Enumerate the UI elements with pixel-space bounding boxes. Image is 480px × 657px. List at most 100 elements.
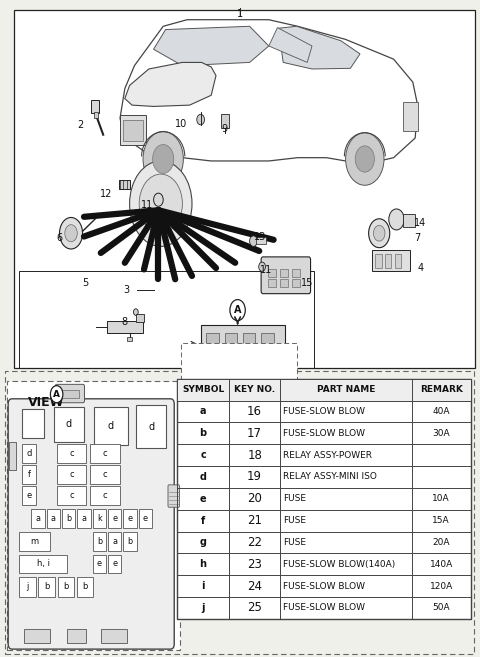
- Circle shape: [139, 174, 182, 233]
- Text: 7: 7: [414, 233, 420, 244]
- Text: 1: 1: [237, 9, 243, 20]
- Text: c: c: [103, 491, 108, 500]
- Text: 4: 4: [418, 263, 424, 273]
- Bar: [77, 509, 91, 528]
- Bar: [24, 629, 50, 643]
- Circle shape: [369, 219, 390, 248]
- Polygon shape: [154, 26, 269, 66]
- Text: d: d: [26, 449, 32, 458]
- Bar: [14, 10, 475, 368]
- Text: 16: 16: [247, 405, 262, 418]
- Text: A: A: [53, 390, 60, 399]
- Circle shape: [143, 131, 183, 187]
- Text: h, i: h, i: [36, 559, 50, 568]
- Polygon shape: [120, 20, 418, 164]
- Text: g: g: [200, 537, 206, 547]
- Text: e: e: [27, 491, 32, 500]
- Text: a: a: [112, 537, 117, 546]
- Text: 11: 11: [141, 200, 154, 210]
- Bar: [280, 279, 288, 287]
- Text: k: k: [97, 514, 102, 523]
- Text: d: d: [108, 420, 114, 431]
- Bar: [243, 348, 255, 359]
- Bar: [108, 532, 121, 551]
- Text: b: b: [97, 537, 102, 546]
- Text: REMARK: REMARK: [420, 385, 463, 394]
- Bar: [91, 100, 99, 113]
- Text: 13: 13: [254, 231, 267, 242]
- Circle shape: [60, 217, 83, 249]
- Bar: [31, 509, 45, 528]
- Text: 21: 21: [247, 514, 262, 527]
- Bar: [93, 532, 106, 551]
- Bar: [19, 577, 36, 597]
- Bar: [225, 333, 237, 344]
- Text: c: c: [69, 449, 74, 458]
- Text: b: b: [63, 582, 69, 591]
- Bar: [123, 532, 137, 551]
- Text: FUSE: FUSE: [283, 538, 306, 547]
- Text: c: c: [200, 450, 206, 460]
- Bar: [60, 390, 79, 398]
- Text: 8: 8: [186, 367, 192, 377]
- Text: m: m: [31, 537, 39, 546]
- Bar: [120, 115, 146, 145]
- Bar: [206, 333, 219, 344]
- Polygon shape: [278, 26, 360, 69]
- Text: e: e: [97, 559, 102, 568]
- Bar: [22, 486, 36, 505]
- Bar: [261, 333, 274, 344]
- Bar: [403, 102, 418, 131]
- Bar: [22, 465, 36, 484]
- Bar: [123, 120, 143, 141]
- Circle shape: [50, 386, 63, 403]
- Text: 20A: 20A: [432, 538, 450, 547]
- Text: e: e: [112, 559, 117, 568]
- Circle shape: [130, 161, 192, 246]
- Text: 12: 12: [100, 189, 113, 199]
- Bar: [77, 577, 93, 597]
- Text: PART NAME: PART NAME: [317, 385, 375, 394]
- Bar: [375, 254, 382, 268]
- Text: j: j: [26, 582, 28, 591]
- Bar: [403, 214, 415, 227]
- Text: A: A: [234, 305, 241, 315]
- Text: 2: 2: [78, 120, 84, 130]
- Polygon shape: [269, 28, 312, 62]
- Text: e: e: [128, 514, 132, 523]
- Bar: [54, 407, 84, 442]
- Bar: [5, 371, 474, 654]
- Text: a: a: [51, 514, 56, 523]
- Text: a: a: [82, 514, 86, 523]
- Circle shape: [153, 145, 174, 173]
- Circle shape: [355, 146, 374, 172]
- FancyBboxPatch shape: [55, 384, 84, 403]
- Text: 23: 23: [247, 558, 262, 571]
- Text: RELAY ASSY-POWER: RELAY ASSY-POWER: [283, 451, 372, 460]
- Text: 3: 3: [123, 285, 130, 296]
- Bar: [94, 407, 128, 445]
- Circle shape: [373, 225, 385, 241]
- Text: 20: 20: [247, 492, 262, 505]
- Bar: [247, 367, 255, 382]
- Text: 30A: 30A: [432, 429, 450, 438]
- Bar: [127, 337, 132, 341]
- Text: b: b: [44, 582, 49, 591]
- Text: FUSE-SLOW BLOW: FUSE-SLOW BLOW: [283, 429, 365, 438]
- Bar: [177, 379, 471, 619]
- Text: FUSE-SLOW BLOW: FUSE-SLOW BLOW: [283, 604, 365, 612]
- Bar: [38, 577, 55, 597]
- Bar: [101, 629, 127, 643]
- Bar: [136, 314, 144, 322]
- Bar: [395, 254, 401, 268]
- Bar: [58, 577, 74, 597]
- Text: RELAY ASSY-MINI ISO: RELAY ASSY-MINI ISO: [283, 472, 377, 482]
- Bar: [292, 279, 300, 287]
- Text: 9: 9: [222, 124, 228, 134]
- Text: 8: 8: [121, 317, 127, 327]
- Bar: [221, 114, 229, 128]
- Text: 14: 14: [414, 218, 426, 229]
- Text: a: a: [200, 407, 206, 417]
- Text: 5: 5: [83, 277, 89, 288]
- Bar: [280, 269, 288, 277]
